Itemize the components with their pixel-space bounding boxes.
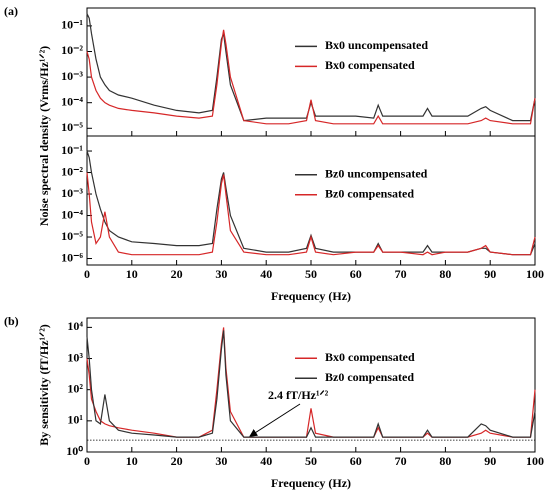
y-tick-label: 10⁻⁵ bbox=[61, 120, 83, 134]
series-line bbox=[86, 327, 536, 438]
x-tick-label: 60 bbox=[350, 267, 362, 281]
x-tick-label: 50 bbox=[305, 267, 317, 281]
y-tick-label: 10⁻² bbox=[61, 43, 83, 57]
y-tick-label: 10⁻⁶ bbox=[61, 250, 83, 264]
x-tick-label: 80 bbox=[439, 267, 451, 281]
legend-label: Bx0 compensated bbox=[325, 58, 415, 72]
legend-label: Bx0 compensated bbox=[325, 350, 415, 364]
x-tick-label: 30 bbox=[215, 454, 227, 468]
plot-frame bbox=[86, 7, 536, 137]
series-line bbox=[86, 172, 536, 256]
y-tick-label: 10⁰ bbox=[66, 444, 83, 458]
series-line bbox=[86, 29, 536, 125]
y-tick-label: 10⁻⁵ bbox=[61, 229, 83, 243]
x-tick-label: 40 bbox=[260, 267, 272, 281]
y-tick-label: 10¹ bbox=[67, 413, 83, 427]
y-tick-label: 10⁻³ bbox=[61, 69, 83, 83]
series-line bbox=[86, 330, 536, 438]
plot-frame bbox=[86, 135, 536, 266]
annotation: 2.4 fT/Hz¹ᐟ² bbox=[268, 388, 329, 402]
x-tick-label: 90 bbox=[484, 454, 496, 468]
x-axis-label: Frequency (Hz) bbox=[271, 289, 351, 303]
y-tick-label: 10³ bbox=[67, 350, 83, 364]
y-tick-label: 10⁻¹ bbox=[61, 18, 83, 32]
y-axis-label: Noise spectral density (Vrms/Hz¹ᐟ²) bbox=[37, 46, 51, 226]
x-tick-label: 20 bbox=[171, 267, 183, 281]
x-tick-label: 60 bbox=[350, 454, 362, 468]
y-tick-label: 10⁻⁴ bbox=[61, 94, 83, 108]
y-tick-label: 10² bbox=[67, 381, 83, 395]
x-tick-label: 90 bbox=[484, 267, 496, 281]
panel-label: (a) bbox=[4, 4, 18, 18]
y-tick-label: 10⁴ bbox=[67, 319, 83, 333]
annotation-arrow bbox=[249, 403, 301, 437]
x-tick-label: 70 bbox=[395, 267, 407, 281]
y-axis-label: By sensitivity (fT/Hz¹ᐟ²) bbox=[37, 324, 51, 446]
x-tick-label: 80 bbox=[439, 454, 451, 468]
x-tick-label: 100 bbox=[526, 454, 544, 468]
x-tick-label: 0 bbox=[84, 267, 90, 281]
x-tick-label: 70 bbox=[395, 454, 407, 468]
x-tick-label: 100 bbox=[526, 267, 544, 281]
panel-label: (b) bbox=[4, 314, 19, 328]
y-tick-label: 10⁻² bbox=[61, 164, 83, 178]
x-axis-label: Frequency (Hz) bbox=[271, 476, 351, 490]
legend-label: Bz0 compensated bbox=[325, 186, 414, 200]
x-tick-label: 40 bbox=[260, 454, 272, 468]
legend-label: Bz0 compensated bbox=[325, 370, 414, 384]
series-line bbox=[86, 150, 536, 256]
legend-label: Bx0 uncompensated bbox=[325, 38, 428, 52]
x-tick-label: 10 bbox=[126, 454, 138, 468]
x-tick-label: 50 bbox=[305, 454, 317, 468]
y-tick-label: 10⁻⁴ bbox=[61, 207, 83, 221]
series-line bbox=[86, 13, 536, 122]
y-tick-label: 10⁻³ bbox=[61, 186, 83, 200]
x-tick-label: 10 bbox=[126, 267, 138, 281]
x-tick-label: 0 bbox=[84, 454, 90, 468]
x-tick-label: 20 bbox=[171, 454, 183, 468]
plot-frame bbox=[86, 317, 536, 453]
y-tick-label: 10⁻¹ bbox=[61, 143, 83, 157]
legend-label: Bz0 uncompensated bbox=[325, 166, 428, 180]
x-tick-label: 30 bbox=[215, 267, 227, 281]
